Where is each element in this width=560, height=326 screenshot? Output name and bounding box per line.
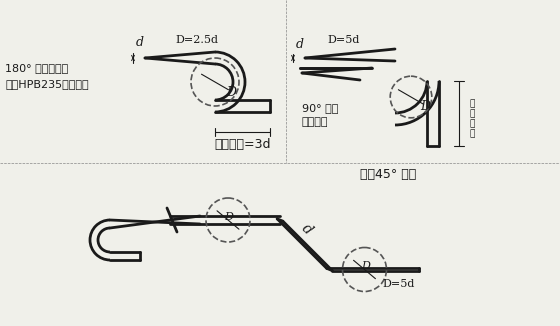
Text: 钩: 钩 — [469, 109, 474, 118]
Text: D=2.5d: D=2.5d — [175, 35, 218, 45]
Text: D: D — [226, 86, 236, 99]
Text: d: d — [298, 222, 314, 238]
Text: D: D — [361, 261, 370, 272]
Text: 度: 度 — [469, 129, 474, 138]
Text: 平直长度=3d: 平直长度=3d — [214, 138, 270, 151]
Text: 90° 弯钩: 90° 弯钩 — [302, 103, 338, 113]
Text: D=5d: D=5d — [382, 279, 415, 289]
Text: D: D — [421, 100, 431, 113]
Text: 行（HPB235级钢筋）: 行（HPB235级钢筋） — [5, 79, 88, 89]
Text: 弯: 弯 — [469, 99, 474, 108]
Text: 保证45° 弯钩: 保证45° 弯钩 — [360, 169, 416, 182]
Text: d: d — [136, 37, 144, 50]
Text: 长: 长 — [469, 119, 474, 128]
Text: 保证垂直: 保证垂直 — [302, 117, 329, 127]
Text: 180° 弯钩保证平: 180° 弯钩保证平 — [5, 63, 68, 73]
Text: d: d — [296, 37, 304, 51]
Text: D: D — [225, 212, 234, 222]
Text: D=5d: D=5d — [327, 35, 360, 45]
